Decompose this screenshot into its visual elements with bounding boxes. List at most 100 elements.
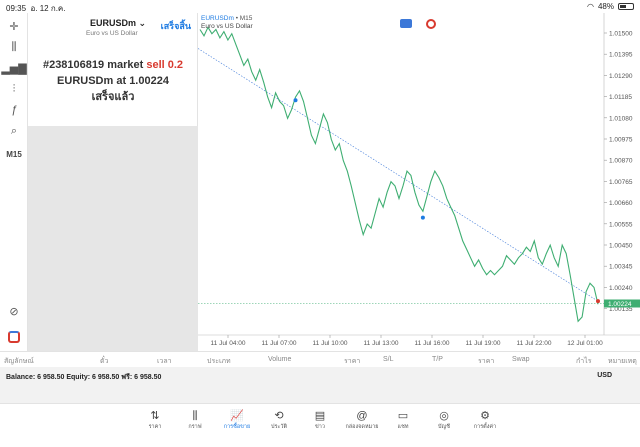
order-line2-prefix: EURUSDm at [57, 75, 127, 87]
x-tick-label: 11 Jul 22:00 [517, 340, 552, 347]
column-header[interactable]: Swap [512, 356, 530, 363]
nav-item[interactable]: ◎ บัญชี [424, 409, 464, 431]
one-click-buy-icon[interactable] [426, 19, 436, 29]
trade-marker [293, 98, 298, 103]
settings-icon: ⚙ [480, 410, 490, 422]
order-result: #238106819 market sell 0.2 EURUSDm at 1.… [28, 57, 198, 105]
news-icon: ▤ [314, 410, 326, 422]
chart-subtitle: Euro vs US Dollar [201, 23, 253, 30]
x-tick-label: 11 Jul 16:00 [415, 340, 450, 347]
order-side: sell 0.2 [146, 59, 184, 71]
balance-text: Balance: 6 958.50 Equity: 6 958.50 ฟรี: … [6, 374, 162, 381]
status-left: 09:35 อ. 12 ก.ค. [6, 2, 66, 15]
nav-label: การซื้อขาย [223, 424, 251, 430]
nav-item[interactable]: ⚙ การตั้งค่า [465, 409, 505, 431]
price-series-line [199, 26, 599, 323]
balance-currency: USD [597, 372, 612, 379]
one-click-sell-icon[interactable] [400, 19, 412, 28]
chevron-down-icon: ⌄ [138, 18, 147, 28]
order-type: market [107, 59, 144, 71]
order-panel: EURUSDm ⌄ Euro vs US Dollar เสร็จสิ้น #2… [28, 13, 198, 351]
column-header[interactable]: ราคา [478, 358, 495, 365]
x-tick-label: 11 Jul 07:00 [262, 340, 297, 347]
symbol-description: Euro vs US Dollar [86, 30, 138, 37]
bar-chart-icon[interactable]: ▂▅▇ [1, 62, 27, 75]
nav-label: ราคา [148, 424, 162, 430]
y-tick-label: 1.00765 [609, 179, 633, 186]
nav-item[interactable]: ⫼ กราฟ [175, 409, 215, 431]
chart-toolbar: ✛ ⫼ ▂▅▇ ⫶ ƒ ⌕ M15 ⊘ [0, 13, 28, 351]
column-header[interactable]: หมายเหตุ [608, 358, 637, 365]
nav-label: ประวัติ [270, 424, 288, 430]
column-header[interactable]: S/L [383, 356, 394, 363]
nav-label: การตั้งค่า [473, 424, 497, 430]
y-tick-label: 1.01080 [609, 115, 633, 122]
nav-item[interactable]: 📈 การซื้อขาย [217, 409, 257, 431]
function-icon[interactable]: ƒ [10, 104, 18, 116]
trade-marker [420, 215, 425, 220]
indicators-icon[interactable]: ⫶ [12, 82, 16, 95]
chart-candles-icon: ⫼ [192, 410, 198, 422]
nav-item[interactable]: ▤ ข่าว [300, 409, 340, 431]
column-header[interactable]: T/P [432, 356, 443, 363]
y-tick-label: 1.00660 [609, 200, 633, 207]
quotes-arrows-icon: ⇅ [150, 410, 160, 422]
nav-label: กล่องจดหมาย [345, 424, 379, 430]
x-tick-label: 11 Jul 04:00 [211, 340, 246, 347]
done-button[interactable]: เสร็จสิ้น [160, 21, 191, 31]
current-price-tag [604, 299, 640, 308]
chart-timeframe: • M15 [235, 15, 253, 22]
y-tick-label: 1.00975 [609, 137, 633, 144]
y-tick-label: 1.01500 [609, 31, 633, 38]
status-date: อ. 12 ก.ค. [30, 4, 66, 13]
order-price: 1.00224 [129, 75, 169, 87]
order-line-1: #238106819 market sell 0.2 [28, 57, 198, 73]
x-tick-label: 11 Jul 19:00 [466, 340, 501, 347]
y-tick-label: 1.00345 [609, 264, 633, 271]
nav-item[interactable]: ⇅ ราคา [135, 409, 175, 431]
order-ticket: #238106819 [42, 59, 105, 71]
symbol-header[interactable]: EURUSDm ⌄ Euro vs US Dollar เสร็จสิ้น [28, 13, 198, 41]
wifi-icon: ◠ [587, 2, 594, 11]
column-header[interactable]: ราคา [344, 358, 361, 365]
nav-label: กราฟ [188, 424, 202, 430]
status-bar: 09:35 อ. 12 ก.ค. ◠ 48% [0, 0, 640, 13]
column-header[interactable]: ตั๋ว [100, 358, 109, 365]
chart-symbol: EURUSDm [201, 15, 234, 22]
trade-icon: 📈 [230, 410, 244, 422]
y-tick-label: 1.00135 [609, 306, 633, 313]
battery-fill [620, 5, 626, 8]
crosshair-icon[interactable]: ✛ [9, 20, 19, 33]
order-status: เสร็จแล้ว [91, 91, 135, 103]
candlestick-type-icon[interactable]: ⫼ [11, 40, 17, 53]
balance-row: Balance: 6 958.50 Equity: 6 958.50 ฟรี: … [0, 367, 640, 385]
column-header[interactable]: กำไร [576, 358, 592, 365]
price-chart[interactable]: 1.01500 1.01395 1.01290 1.01185 1.01080 1.009… [198, 13, 640, 351]
x-tick-label: 11 Jul 10:00 [313, 340, 348, 347]
symbol-selector[interactable]: EURUSDm ⌄ [90, 18, 146, 29]
y-tick-label: 1.00870 [609, 158, 633, 165]
nav-label: บัญชี [438, 424, 450, 430]
column-header[interactable]: ประเภท [207, 358, 231, 365]
battery-percent: 48% [597, 2, 614, 11]
nav-item[interactable]: @ กล่องจดหมาย [342, 409, 382, 431]
y-tick-label: 1.01185 [609, 94, 632, 101]
timeframe-button[interactable]: M15 [6, 149, 22, 159]
chat-icon: ▭ [397, 410, 409, 422]
x-tick-label: 12 Jul 01:00 [567, 340, 603, 347]
nav-item[interactable]: ▭ แชท [383, 409, 423, 431]
column-header[interactable]: สัญลักษณ์ [4, 358, 34, 365]
chart-svg[interactable]: 1.01500 1.01395 1.01290 1.01185 1.01080 1.009… [198, 13, 640, 351]
current-price-label: 1.00224 [608, 301, 632, 308]
nav-label: ข่าว [315, 424, 325, 430]
y-tick-label: 1.00240 [609, 285, 633, 292]
account-icon: ◎ [439, 410, 449, 422]
order-line-2: EURUSDm at 1.00224 [28, 73, 198, 89]
column-header[interactable]: Volume [268, 356, 292, 363]
zoom-icon[interactable]: ⊘ [9, 305, 19, 318]
nav-item[interactable]: ⟲ ประวัติ [259, 409, 299, 431]
column-header[interactable]: เวลา [157, 358, 172, 365]
objects-icon[interactable]: ⌕ [10, 124, 18, 137]
empty-panel-area [28, 126, 198, 351]
mailbox-icon: @ [356, 410, 368, 422]
